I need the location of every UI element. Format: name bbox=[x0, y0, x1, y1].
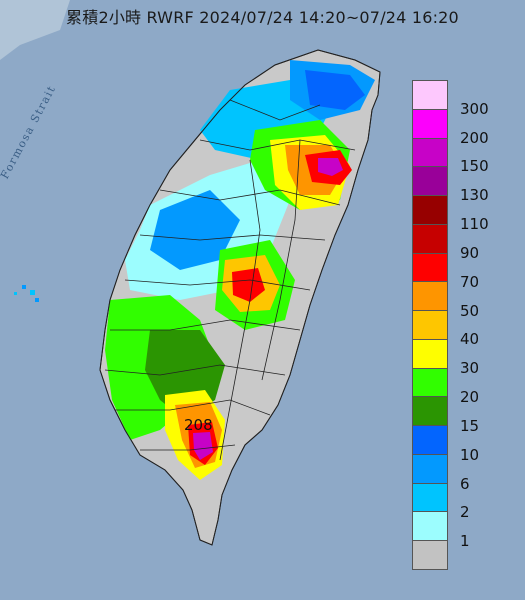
legend-swatch bbox=[413, 224, 447, 254]
legend-swatch bbox=[413, 483, 447, 513]
legend-swatch bbox=[413, 138, 447, 168]
legend-label: 20 bbox=[460, 388, 480, 407]
legend-swatch bbox=[413, 368, 447, 398]
mainland-coast bbox=[0, 0, 70, 60]
legend-swatch bbox=[413, 253, 447, 283]
rain-core-70mm-center bbox=[232, 268, 265, 302]
peak-value-label: 208 bbox=[184, 416, 213, 434]
legend-swatch bbox=[413, 426, 447, 455]
taiwan-coastline bbox=[99, 49, 381, 546]
legend-label: 40 bbox=[460, 330, 480, 349]
rain-core-150mm-south bbox=[193, 432, 213, 460]
legend-label: 110 bbox=[460, 215, 489, 234]
rain-area-10mm-north bbox=[305, 70, 365, 110]
legend-label: 30 bbox=[460, 359, 480, 378]
legend-swatch bbox=[413, 311, 447, 340]
rain-core-150mm-north bbox=[318, 158, 343, 176]
county-boundaries bbox=[104, 99, 356, 461]
legend-swatch bbox=[413, 282, 447, 312]
legend-swatch bbox=[413, 109, 447, 139]
legend-swatch bbox=[413, 512, 447, 542]
legend-label: 150 bbox=[460, 157, 489, 176]
legend-label: 90 bbox=[460, 243, 480, 262]
legend-swatch bbox=[413, 397, 447, 427]
legend-swatch bbox=[413, 81, 447, 110]
legend-swatch bbox=[413, 454, 447, 484]
legend-label: 200 bbox=[460, 128, 489, 147]
legend-label: 300 bbox=[460, 99, 489, 118]
legend-label: 50 bbox=[460, 301, 480, 320]
legend-swatch bbox=[413, 339, 447, 369]
legend-label: 1 bbox=[460, 532, 470, 551]
legend-swatch bbox=[413, 196, 447, 225]
legend-label: 10 bbox=[460, 445, 480, 464]
legend-label: 6 bbox=[460, 474, 470, 493]
legend-label: 15 bbox=[460, 416, 480, 435]
legend-label: 2 bbox=[460, 503, 470, 522]
legend-label: 130 bbox=[460, 186, 489, 205]
map-title: 累積2小時 RWRF 2024/07/24 14:20~07/24 16:20 bbox=[66, 8, 459, 27]
legend-swatch bbox=[413, 167, 447, 197]
legend-color-bar bbox=[412, 80, 448, 570]
legend-swatch bbox=[413, 541, 447, 570]
penghu-islands bbox=[14, 285, 39, 302]
legend-label: 70 bbox=[460, 272, 480, 291]
rain-area-6mm-west bbox=[150, 190, 240, 270]
